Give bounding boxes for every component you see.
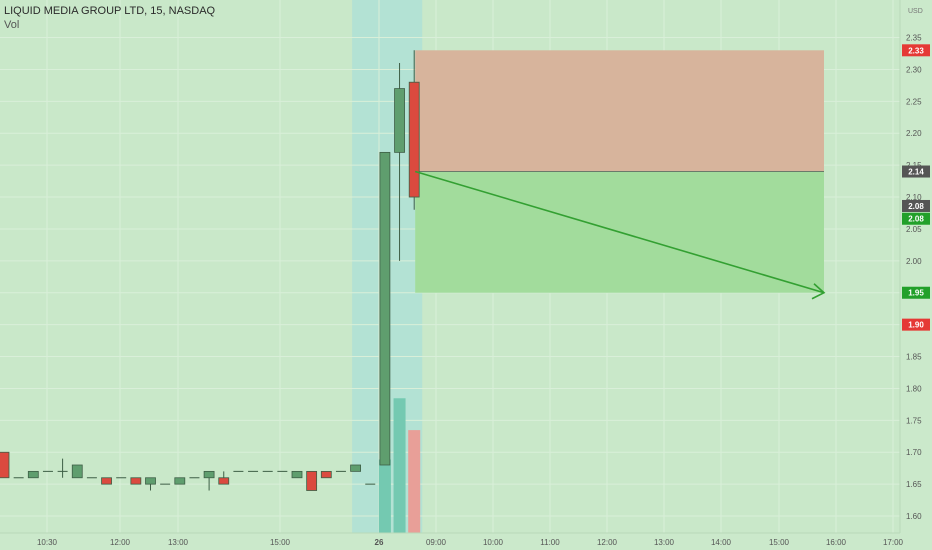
x-tick-label: 12:00	[597, 538, 618, 547]
price-tag-background	[902, 165, 930, 178]
price-tag-background	[902, 199, 930, 212]
price-tag-background	[902, 212, 930, 225]
price-tag-label: 2.08	[908, 215, 924, 224]
candle-body	[350, 464, 362, 472]
y-tick-label: 1.70	[906, 448, 922, 457]
y-tick-label: 2.05	[906, 225, 922, 234]
risk-zone	[415, 50, 824, 172]
candle	[130, 477, 142, 485]
candle	[408, 50, 420, 210]
x-tick-label: 13:00	[168, 538, 189, 547]
candle	[320, 470, 332, 479]
candle-body	[0, 451, 10, 479]
volume-bar	[378, 459, 391, 533]
y-tick-label: 2.25	[906, 97, 922, 106]
x-tick-label: 26	[375, 538, 384, 547]
price-tag-label: 1.90	[908, 321, 924, 330]
volume-bar	[393, 398, 406, 533]
x-tick-label: 10:00	[483, 538, 504, 547]
candle-body	[218, 477, 230, 485]
price-tag-label: 2.33	[908, 46, 924, 55]
price-axis-unit: USD	[908, 8, 923, 15]
candle	[57, 458, 68, 478]
candle-body	[101, 477, 112, 485]
x-tick-label: 12:00	[110, 538, 131, 547]
price-axis	[900, 0, 932, 550]
candle-body	[71, 464, 83, 479]
target-arrow	[414, 170, 825, 294]
candle-body	[130, 477, 142, 485]
chart-title: LIQUID MEDIA GROUP LTD, 15, NASDAQ	[4, 5, 216, 17]
price-tag-label: 1.95	[908, 289, 924, 298]
x-tick-label: 09:00	[426, 538, 447, 547]
candle-body	[174, 477, 186, 485]
candle-body	[27, 470, 39, 479]
candle-body	[320, 470, 332, 479]
volume-indicator-label: Vol	[4, 19, 20, 31]
candle	[394, 63, 405, 261]
y-tick-label: 1.65	[906, 480, 922, 489]
chart-header: LIQUID MEDIA GROUP LTD, 15, NASDAQ Vol	[4, 4, 215, 32]
x-tick-label: 14:00	[711, 538, 732, 547]
volume-bar	[408, 430, 421, 533]
price-tag: 2.14	[902, 165, 930, 178]
y-tick-label: 2.35	[906, 34, 922, 43]
candle-body	[203, 470, 215, 479]
candle-body	[306, 470, 318, 491]
y-tick-label: 1.80	[906, 384, 922, 393]
candle	[379, 151, 391, 466]
candle-body	[408, 81, 420, 198]
candle	[101, 477, 112, 485]
candle	[0, 451, 10, 479]
candle	[306, 470, 318, 491]
y-tick-label: 1.60	[906, 512, 922, 521]
price-tag: 1.90	[902, 318, 930, 331]
y-tick-label: 1.85	[906, 353, 922, 362]
price-tag: 2.08	[902, 199, 930, 212]
y-tick-label: 2.10	[906, 193, 922, 202]
price-tag-background	[902, 318, 930, 331]
price-tag: 2.08	[902, 212, 930, 225]
candle	[218, 471, 230, 485]
candle	[27, 470, 39, 479]
x-tick-label: 17:00	[883, 538, 904, 547]
candle-body	[379, 151, 391, 466]
y-tick-label: 1.75	[906, 416, 922, 425]
x-tick-label: 15:00	[769, 538, 790, 547]
time-axis	[0, 533, 932, 550]
x-tick-label: 13:00	[654, 538, 675, 547]
candle	[203, 470, 215, 491]
price-tag: 1.95	[902, 286, 930, 299]
y-tick-label: 2.20	[906, 129, 922, 138]
x-tick-label: 11:00	[540, 538, 560, 547]
y-tick-label: 2.00	[906, 257, 922, 266]
x-tick-label: 10:30	[37, 538, 58, 547]
price-tag-label: 2.08	[908, 202, 924, 211]
price-tag-background	[902, 44, 930, 57]
candle	[174, 477, 186, 485]
target-arrowhead	[811, 283, 826, 300]
x-tick-label: 16:00	[826, 538, 847, 547]
y-tick-label: 2.30	[906, 65, 922, 74]
candle	[71, 464, 83, 479]
price-tag-label: 2.14	[908, 168, 924, 177]
candle-body	[394, 88, 405, 153]
x-tick-label: 15:00	[270, 538, 291, 547]
candle	[145, 477, 156, 491]
candle-body	[291, 470, 303, 479]
price-tag: 2.33	[902, 44, 930, 57]
candle	[291, 470, 303, 479]
price-tag-background	[902, 286, 930, 299]
candle-body	[145, 477, 156, 485]
candle	[350, 464, 362, 472]
